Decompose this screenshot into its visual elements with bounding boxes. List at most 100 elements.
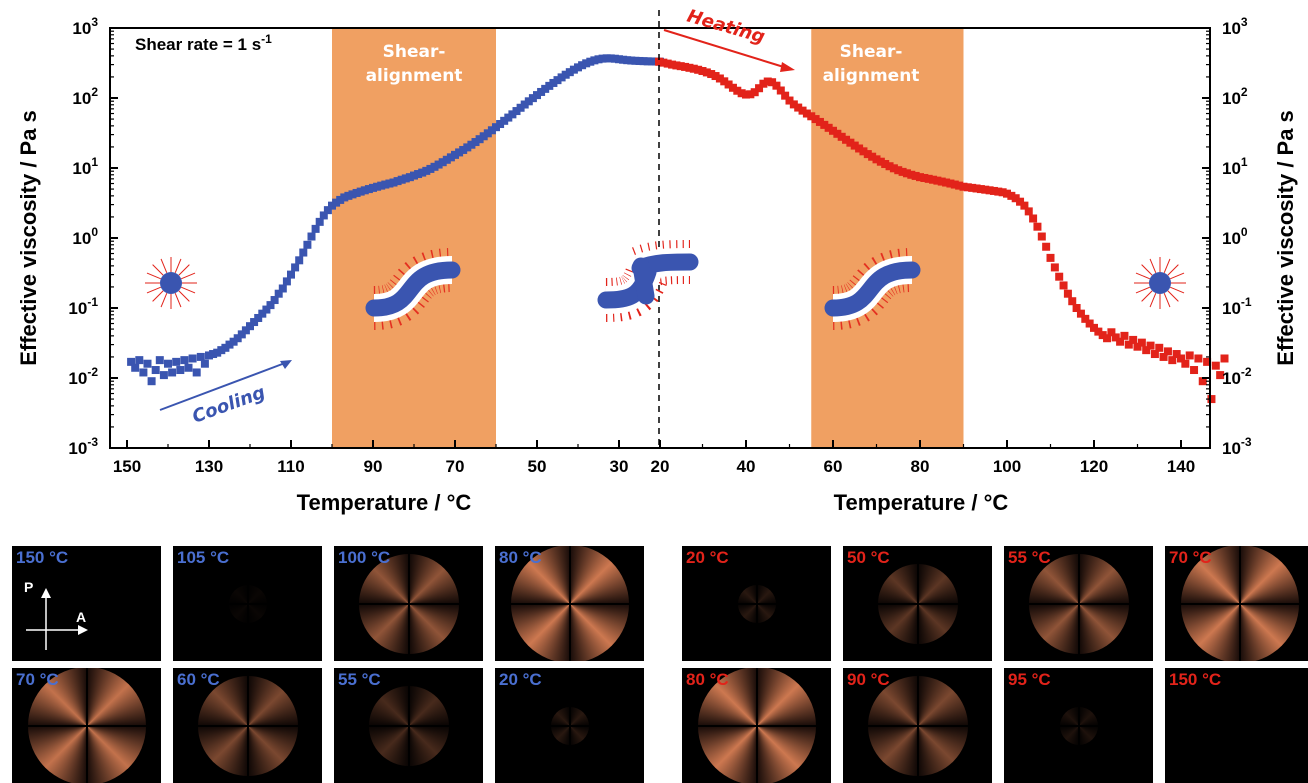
heating-point xyxy=(689,64,698,73)
cooling-point xyxy=(537,87,546,96)
heating-point xyxy=(707,70,716,79)
heating-point xyxy=(1085,319,1094,328)
heating-point xyxy=(959,182,968,191)
heat-micrograph-0: 20 °C xyxy=(682,546,831,661)
heating-point xyxy=(1163,347,1172,356)
micrograph-temperature-label: 55 °C xyxy=(1008,548,1051,567)
x-tick-label-cooling: 20 xyxy=(651,457,670,476)
cooling-point xyxy=(127,357,136,366)
cooling-point xyxy=(205,351,213,360)
extinction-cross xyxy=(877,563,958,644)
cool-micrograph-6: 55 °C xyxy=(334,668,483,783)
heating-point xyxy=(1116,337,1125,346)
extinction-cross xyxy=(510,546,629,661)
cooling-point xyxy=(578,61,587,70)
micelle-illustrations xyxy=(145,240,1186,330)
cool-micrograph-2: 100 °C xyxy=(334,546,483,661)
micrograph-temperature-label: 105 °C xyxy=(177,548,230,567)
heating-point xyxy=(807,112,816,121)
cooling-point xyxy=(295,256,304,265)
cooling-point xyxy=(455,148,464,157)
wormlike-micelle-icon-right xyxy=(824,248,921,330)
heating-point xyxy=(833,129,842,138)
cooling-point xyxy=(459,145,468,154)
extinction-cross xyxy=(550,706,589,745)
cooling-point xyxy=(627,56,636,65)
heating-point xyxy=(1190,366,1199,375)
cooling-point xyxy=(241,326,250,335)
heating-point xyxy=(681,62,690,71)
wormlike-micelle-icon-left xyxy=(365,248,461,330)
heat-micrograph-4: 80 °C xyxy=(682,668,831,783)
cooling-point xyxy=(639,57,648,66)
y-tick-label-left: 10-3 xyxy=(68,435,98,458)
heating-point xyxy=(876,157,885,166)
cooling-point xyxy=(389,178,398,187)
shear-alignment-label: alignment xyxy=(366,66,463,86)
cooling-point xyxy=(574,63,582,72)
heating-point xyxy=(1020,201,1029,210)
extinction-cross xyxy=(228,584,267,623)
extinction-cross xyxy=(27,668,146,783)
cooling-point xyxy=(266,301,275,310)
heating-point xyxy=(989,186,998,195)
cooling-point xyxy=(508,110,517,119)
heating-point xyxy=(1003,189,1011,198)
heating-point xyxy=(1081,314,1090,323)
cool-micrograph-5: 60 °C xyxy=(173,668,322,783)
y-tick-label-left: 10-1 xyxy=(68,295,98,318)
cooling-point xyxy=(520,100,529,109)
cooling-point xyxy=(647,57,656,66)
heating-point xyxy=(894,166,903,175)
cooling-point xyxy=(533,91,541,100)
cooling-point xyxy=(159,371,168,380)
heating-point xyxy=(715,74,724,83)
data-points xyxy=(127,54,1229,404)
x-axis-title-cooling: Temperature / °C xyxy=(297,490,472,515)
extinction-cross xyxy=(368,685,449,766)
heating-point xyxy=(1029,214,1038,223)
cooling-point xyxy=(172,357,181,366)
heating-point xyxy=(1181,359,1190,368)
heating-point xyxy=(750,88,759,97)
heating-point xyxy=(933,176,942,185)
heating-point xyxy=(1098,331,1107,340)
cooling-point xyxy=(135,356,144,365)
cool-micrograph-0: 150 °C P A xyxy=(12,546,161,661)
cooling-point xyxy=(516,103,525,112)
cooling-point xyxy=(397,175,406,184)
heating-point xyxy=(694,65,703,74)
heating-point xyxy=(872,155,881,164)
cooling-point xyxy=(401,174,410,183)
cooling-point xyxy=(623,56,632,65)
cooling-point xyxy=(446,153,455,162)
heating-point xyxy=(720,77,729,86)
cooling-point xyxy=(360,186,369,195)
heating-point xyxy=(711,72,720,81)
cooling-point xyxy=(151,366,160,375)
shear-rate-label: Shear rate = 1 s-1 xyxy=(135,32,272,54)
analyzer-label: A xyxy=(76,609,86,625)
heating-point xyxy=(1059,281,1068,290)
heating-point xyxy=(916,173,924,182)
cooling-point xyxy=(209,350,218,359)
cooling-point xyxy=(246,322,254,331)
heating-arrow xyxy=(663,29,788,69)
extinction-cross xyxy=(697,668,816,783)
cooling-point xyxy=(528,94,537,103)
heat-micrograph-5: 90 °C xyxy=(843,668,992,783)
shear-alignment-label: Shear- xyxy=(840,42,903,62)
y-tick-label-right: 100 xyxy=(1222,225,1248,248)
heating-point xyxy=(802,109,811,118)
y-tick-label-left: 10-2 xyxy=(68,365,98,388)
cooling-point xyxy=(196,352,205,361)
cooling-point xyxy=(615,55,623,64)
heating-point xyxy=(781,91,790,100)
x-tick-label-heating: 100 xyxy=(993,457,1021,476)
heating-point xyxy=(1016,197,1025,206)
heating-point xyxy=(1203,357,1212,366)
heating-point xyxy=(976,185,985,194)
cooling-point xyxy=(610,54,619,63)
x-tick-label-cooling: 50 xyxy=(528,457,547,476)
cooling-point xyxy=(385,179,394,188)
